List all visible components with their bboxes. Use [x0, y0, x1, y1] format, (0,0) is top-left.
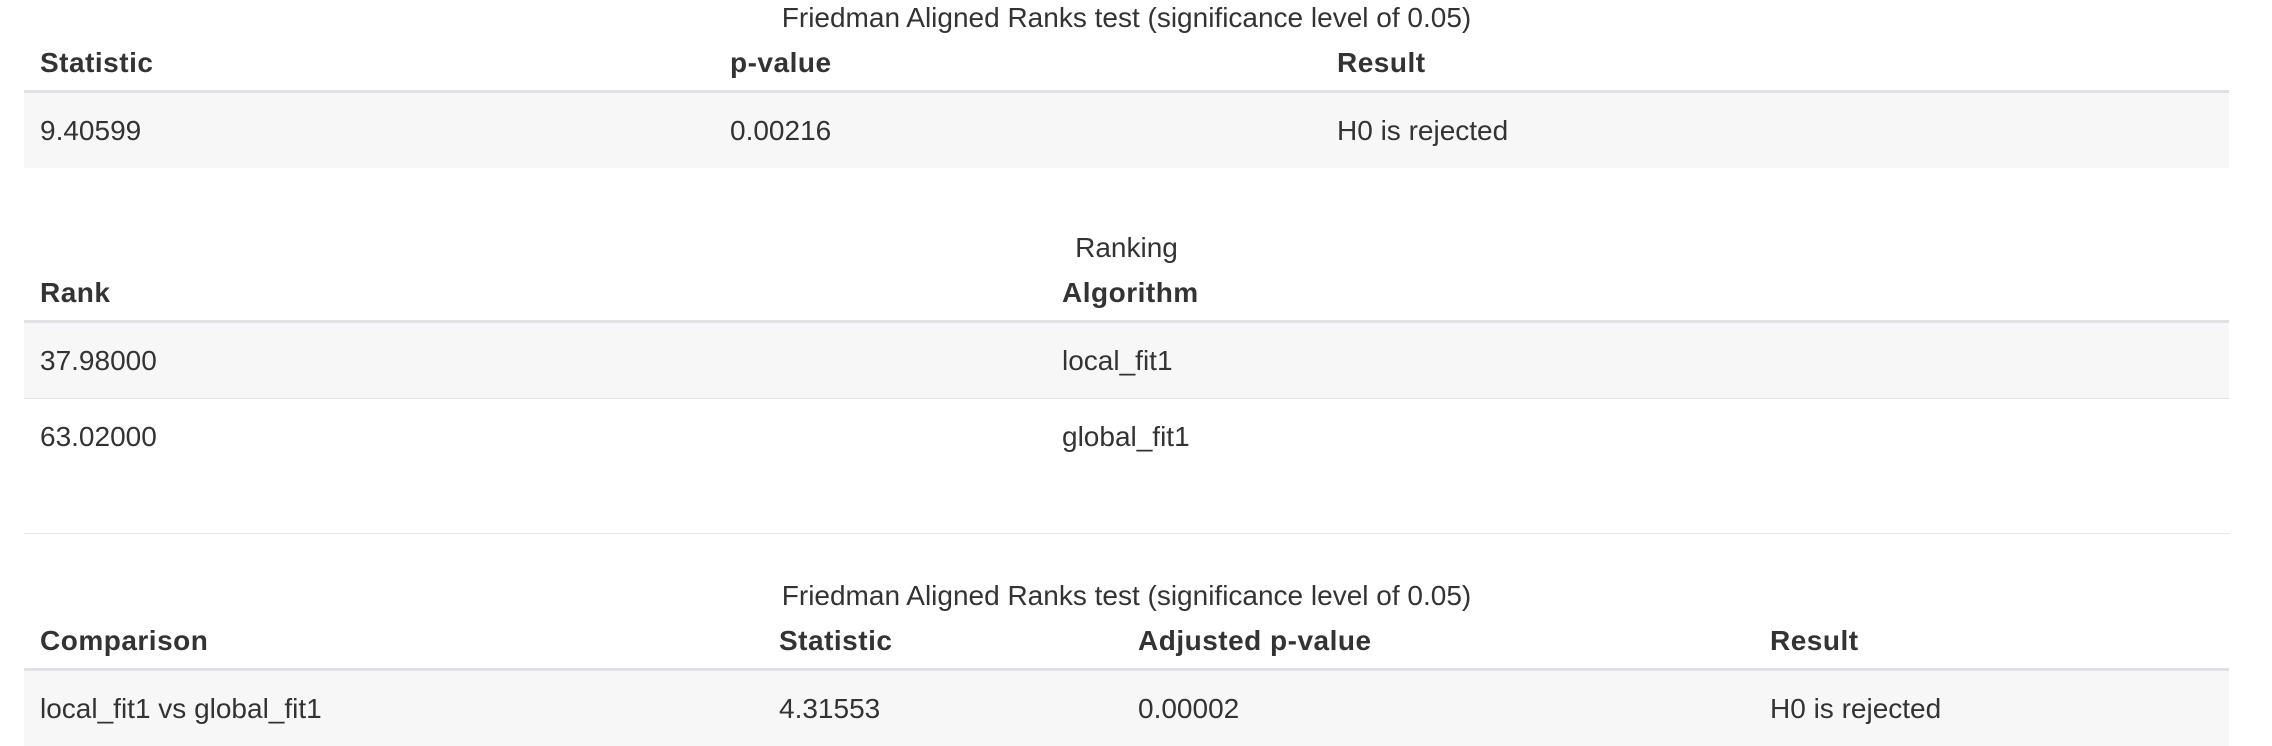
- test-table: Statistic p-value Result 9.40599 0.00216…: [24, 36, 2229, 168]
- table-row: 9.40599 0.00216 H0 is rejected: [24, 92, 2229, 169]
- table-row: 63.02000 global_fit1: [24, 399, 2229, 475]
- column-header-algorithm: Algorithm: [1046, 266, 2229, 322]
- rank-cell: 37.98000: [24, 322, 1046, 399]
- test-table-header-row: Statistic p-value Result: [24, 36, 2229, 92]
- rank-cell: 63.02000: [24, 399, 1046, 475]
- section-divider: [24, 533, 2229, 534]
- algorithm-cell: global_fit1: [1046, 399, 2229, 475]
- ranking-table-header-row: Rank Algorithm: [24, 266, 2229, 322]
- table-row: local_fit1 vs global_fit1 4.31553 0.0000…: [24, 670, 2229, 746]
- posthoc-table-header-row: Comparison Statistic Adjusted p-value Re…: [24, 614, 2229, 670]
- statistic-cell: 9.40599: [24, 92, 714, 169]
- adjusted-p-value-cell: 0.00002: [1122, 670, 1754, 746]
- ranking-table-caption: Ranking: [24, 230, 2229, 266]
- column-header-statistic: Statistic: [763, 614, 1122, 670]
- test-section: Friedman Aligned Ranks test (significanc…: [24, 0, 2229, 168]
- ranking-table: Rank Algorithm 37.98000 local_fit1 63.02…: [24, 266, 2229, 474]
- result-cell: H0 is rejected: [1321, 92, 2229, 169]
- algorithm-cell: local_fit1: [1046, 322, 2229, 399]
- column-header-comparison: Comparison: [24, 614, 763, 670]
- column-header-result: Result: [1754, 614, 2229, 670]
- column-header-result: Result: [1321, 36, 2229, 92]
- table-row: 37.98000 local_fit1: [24, 322, 2229, 399]
- result-cell: H0 is rejected: [1754, 670, 2229, 746]
- test-table-caption: Friedman Aligned Ranks test (significanc…: [24, 0, 2229, 36]
- column-header-statistic: Statistic: [24, 36, 714, 92]
- column-header-adjusted-p-value: Adjusted p-value: [1122, 614, 1754, 670]
- column-header-rank: Rank: [24, 266, 1046, 322]
- posthoc-table: Comparison Statistic Adjusted p-value Re…: [24, 614, 2229, 746]
- ranking-section: Ranking Rank Algorithm 37.98000 local_fi…: [24, 230, 2229, 474]
- posthoc-section: Friedman Aligned Ranks test (significanc…: [24, 578, 2229, 746]
- posthoc-table-caption: Friedman Aligned Ranks test (significanc…: [24, 578, 2229, 614]
- comparison-cell: local_fit1 vs global_fit1: [24, 670, 763, 746]
- statistic-cell: 4.31553: [763, 670, 1122, 746]
- column-header-p-value: p-value: [714, 36, 1321, 92]
- p-value-cell: 0.00216: [714, 92, 1321, 169]
